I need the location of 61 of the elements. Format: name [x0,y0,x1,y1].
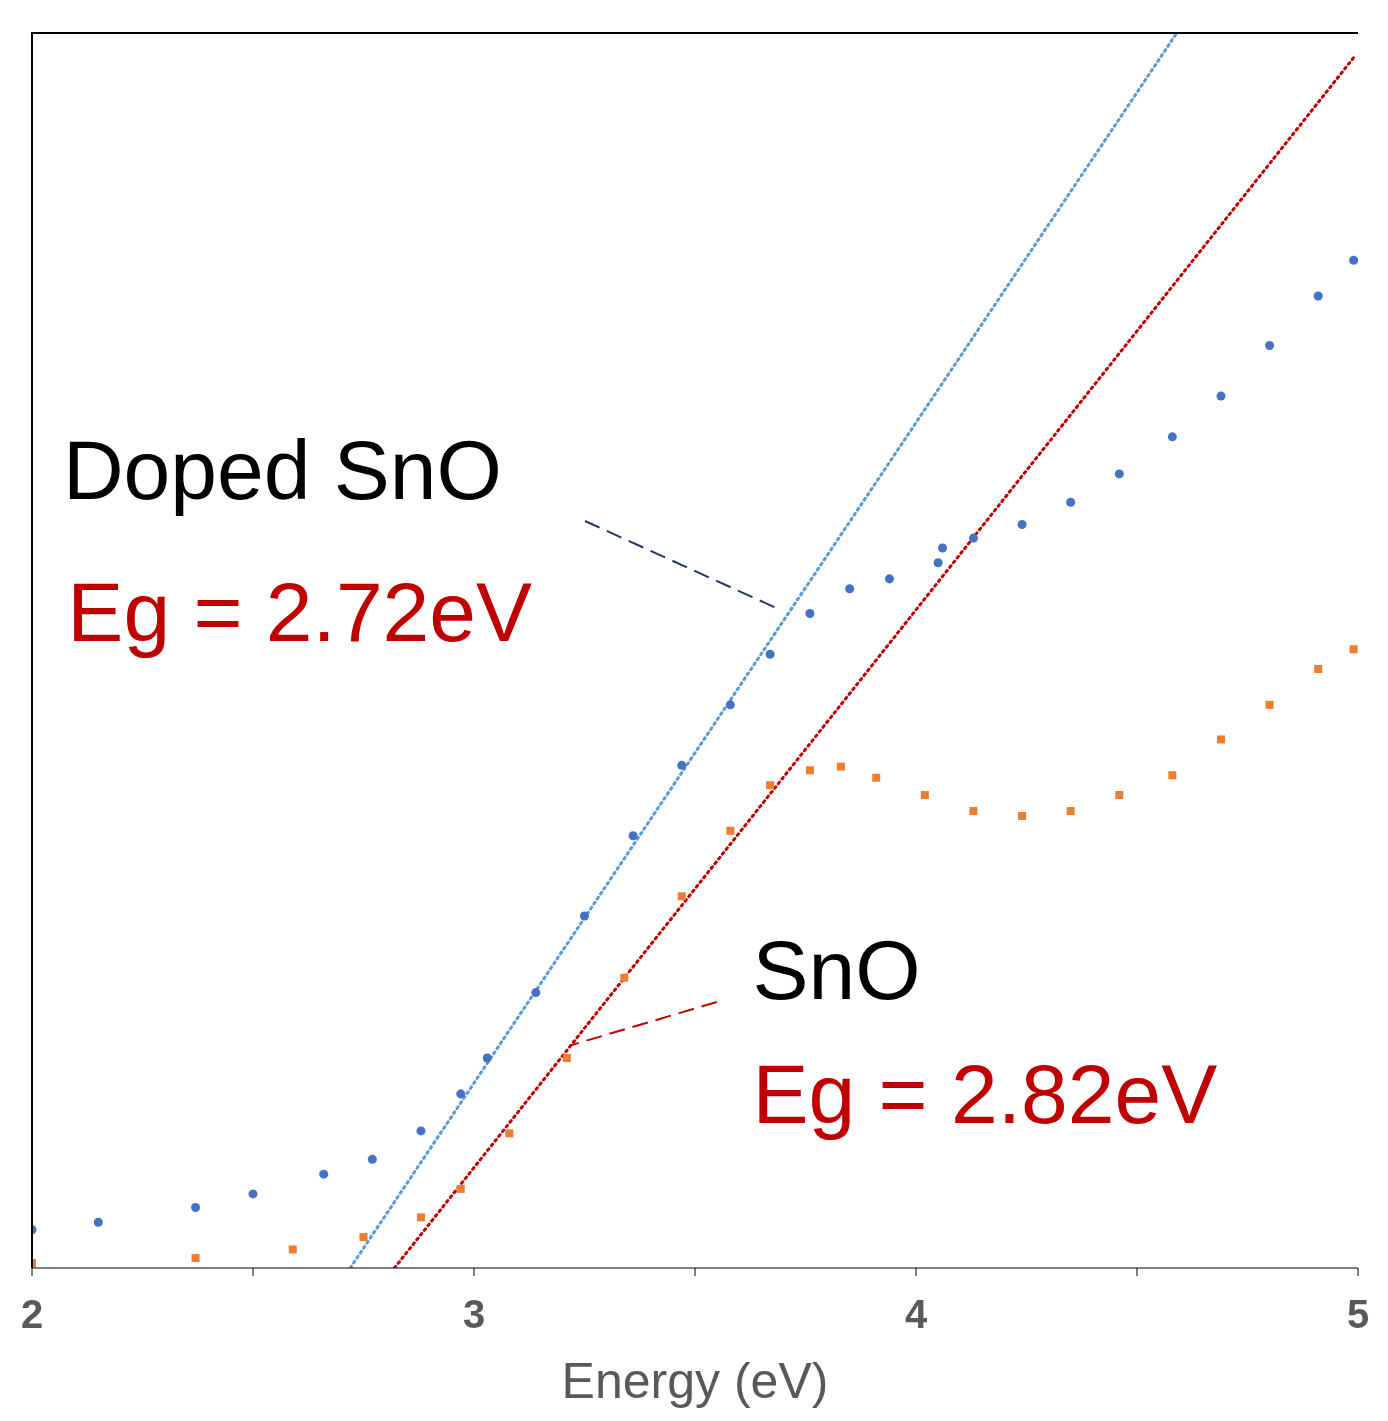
point [1349,645,1358,654]
point [968,533,978,543]
point [1314,665,1323,674]
point [1018,811,1027,820]
point [288,1245,297,1254]
point [677,760,687,770]
point [456,1089,466,1099]
point [1349,255,1358,265]
point [872,773,881,782]
point [456,1184,465,1193]
point [482,1053,492,1063]
x-tick-label: 5 [1346,1292,1370,1337]
point [1216,391,1226,401]
point [191,1202,201,1212]
point [677,892,686,901]
point [248,1189,258,1199]
point [319,1169,329,1179]
point [1066,497,1076,507]
point [1115,790,1124,799]
point [1114,469,1124,479]
point [1313,291,1323,301]
point [1066,807,1075,816]
point [969,807,978,816]
point [628,831,638,841]
point [766,781,775,790]
point [938,543,948,553]
point [416,1213,425,1222]
point [836,762,845,771]
point [93,1217,103,1227]
annotation: Doped SnO [62,423,502,518]
point [920,790,929,799]
point [725,700,735,710]
point [562,1054,571,1063]
point [884,574,894,584]
point [845,584,855,594]
point [1167,432,1177,442]
point [805,608,815,618]
point [416,1126,426,1136]
point [805,766,814,775]
point [505,1129,514,1138]
point [531,988,541,998]
x-axis-title: Energy (eV) [561,1353,829,1409]
x-tick-label: 2 [20,1292,44,1337]
point [367,1154,377,1164]
point [1216,735,1225,744]
point [579,911,590,921]
x-tick-label: 4 [904,1292,928,1337]
point [1265,700,1274,709]
x-tick-label: 3 [462,1292,486,1337]
point [191,1254,200,1263]
point [1265,340,1275,350]
point [359,1233,368,1242]
point [1017,520,1027,530]
point [726,826,735,835]
point [1168,771,1177,780]
annotation: Eg = 2.82eV [752,1046,1218,1141]
annotation: SnO [752,923,921,1018]
point [933,558,943,568]
point [620,973,629,982]
point [765,649,775,659]
annotation: Eg = 2.72eV [67,565,533,660]
